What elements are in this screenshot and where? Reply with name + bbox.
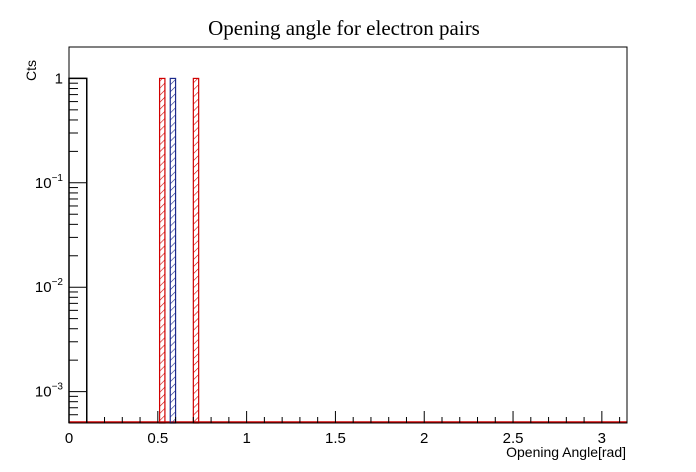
x-tick-label-0: 0 [65, 430, 73, 447]
y-tick-label-2: 10−2 [35, 277, 64, 296]
x-tick-label-5: 2.5 [503, 430, 524, 447]
histogram-bar-s1-0 [158, 77, 166, 424]
x-tick-label-2: 1 [242, 430, 250, 447]
y-tick-label-1: 10−1 [35, 173, 64, 192]
x-axis-label: Opening Angle[rad] [506, 444, 626, 460]
y-tick-label-0: 1 [55, 70, 63, 87]
chart-title: Opening angle for electron pairs [208, 16, 480, 40]
y-axis-ticks: 1 10−1 10−2 10−3 [35, 46, 86, 424]
bars-layer [68, 77, 627, 424]
plot-frame [68, 46, 628, 424]
x-tick-label-1: 0.5 [147, 430, 168, 447]
y-axis-label: Cts [23, 60, 39, 81]
histogram-bar-s2-0 [169, 77, 177, 424]
histogram-bar-s1-1 [192, 77, 200, 424]
histogram-bar-s0-0 [68, 77, 88, 423]
x-axis-ticks: 0 0.5 1 1.5 2 2.5 3 [65, 411, 621, 447]
x-tick-label-3: 1.5 [325, 430, 346, 447]
y-tick-label-3: 10−3 [35, 382, 64, 401]
x-tick-label-4: 2 [420, 430, 428, 447]
x-tick-label-6: 3 [598, 430, 606, 447]
